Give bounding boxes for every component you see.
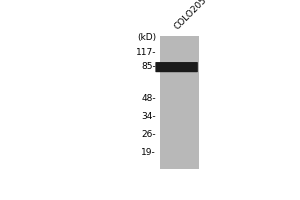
Text: 85-: 85-	[141, 62, 156, 71]
Text: 48-: 48-	[142, 94, 156, 103]
Text: 117-: 117-	[136, 48, 156, 57]
Text: 19-: 19-	[141, 148, 156, 157]
FancyBboxPatch shape	[155, 62, 198, 72]
Bar	[160, 36, 199, 169]
Text: 26-: 26-	[142, 130, 156, 139]
Text: COLO205: COLO205	[173, 0, 209, 32]
Text: (kD): (kD)	[137, 33, 156, 42]
Text: 34-: 34-	[142, 112, 156, 121]
